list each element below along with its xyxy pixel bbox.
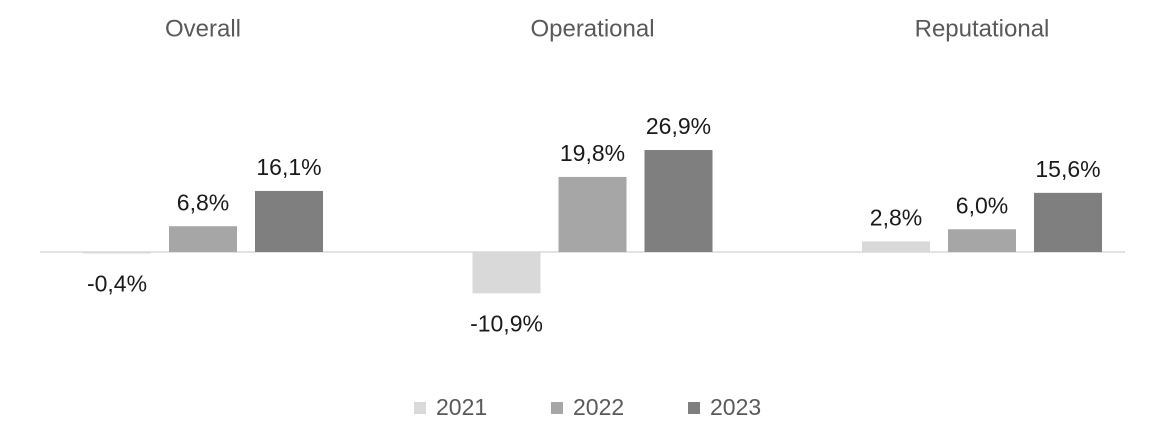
bar xyxy=(948,229,1016,252)
legend-label: 2021 xyxy=(436,394,487,420)
value-label: -0,4% xyxy=(87,271,147,297)
bar xyxy=(169,226,237,252)
bar xyxy=(558,176,627,252)
category-title: Reputational xyxy=(915,15,1050,42)
value-label: 6,0% xyxy=(956,192,1008,218)
value-label: 26,9% xyxy=(646,113,711,139)
bar xyxy=(472,252,541,294)
value-label: 6,8% xyxy=(177,189,229,215)
legend-swatch xyxy=(551,402,563,414)
bar xyxy=(83,252,151,254)
legend-swatch xyxy=(414,402,426,414)
value-label: 2,8% xyxy=(870,204,922,230)
bar xyxy=(255,190,323,252)
bar xyxy=(644,150,713,252)
bar xyxy=(1034,192,1102,252)
value-label: 19,8% xyxy=(560,140,625,166)
bar xyxy=(862,241,930,252)
category-title: Operational xyxy=(530,15,654,42)
legend-swatch xyxy=(688,402,700,414)
category-title: Overall xyxy=(165,15,241,42)
legend-label: 2023 xyxy=(710,394,761,420)
value-label: -10,9% xyxy=(470,310,543,336)
value-label: 15,6% xyxy=(1035,156,1100,182)
value-label: 16,1% xyxy=(256,154,321,180)
legend-label: 2022 xyxy=(573,394,624,420)
